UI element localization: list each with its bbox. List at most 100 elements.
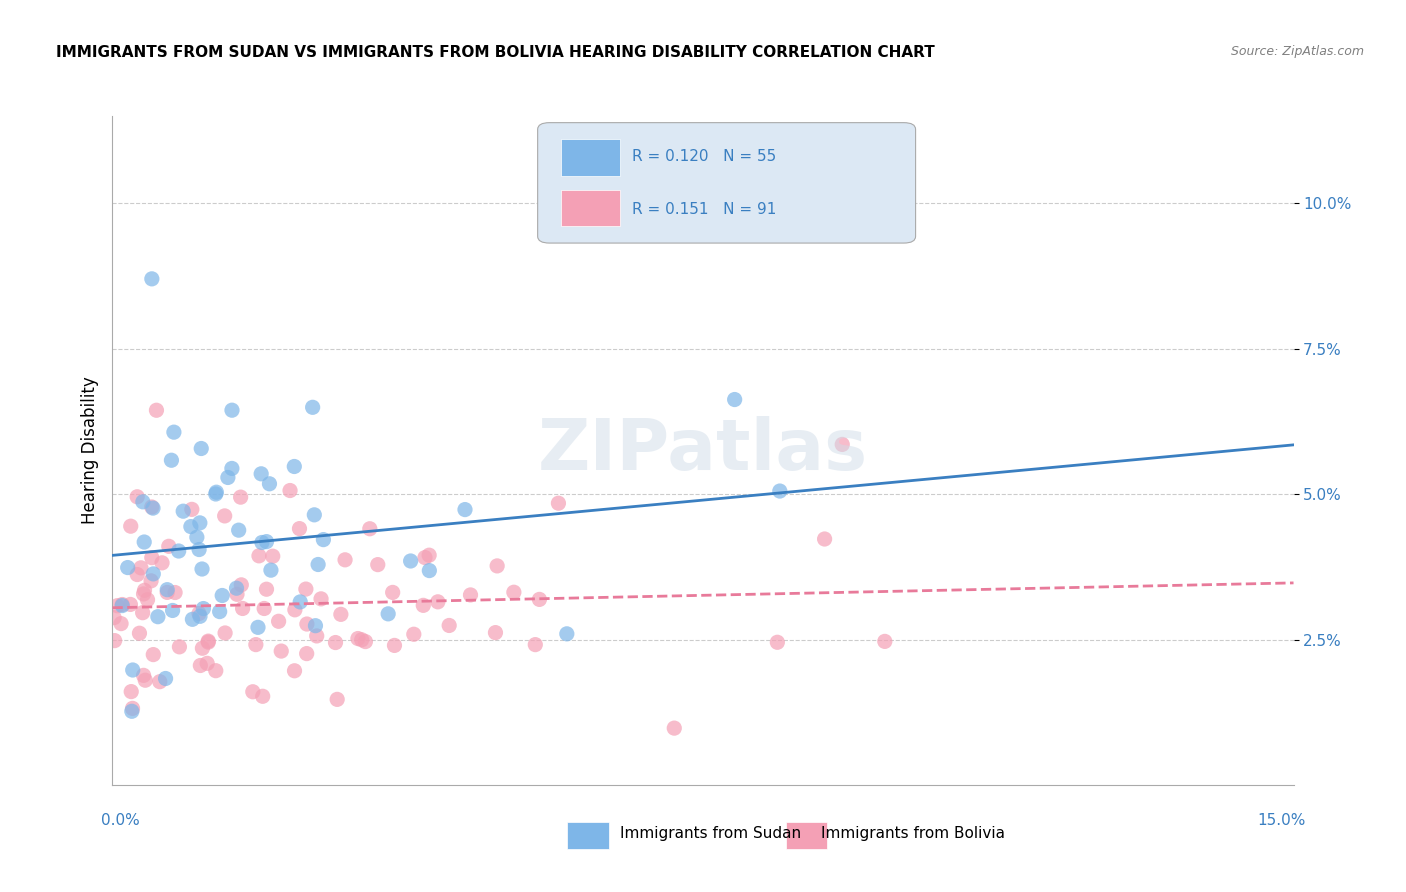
Immigrants from Bolivia [195, 657, 218, 671]
Immigrants from Sudan [191, 562, 214, 576]
Immigrants from Bolivia [252, 690, 274, 704]
Immigrants from Bolivia [766, 635, 789, 649]
Immigrants from Sudan [221, 461, 243, 475]
Immigrants from Bolivia [295, 582, 318, 596]
Immigrants from Bolivia [350, 632, 373, 647]
Immigrants from Bolivia [873, 634, 896, 648]
Immigrants from Bolivia [288, 522, 311, 536]
Immigrants from Sudan [181, 612, 204, 626]
Immigrants from Bolivia [367, 558, 389, 572]
Immigrants from Bolivia [460, 588, 482, 602]
Text: R = 0.120   N = 55: R = 0.120 N = 55 [633, 149, 776, 163]
Text: 15.0%: 15.0% [1257, 814, 1305, 828]
Immigrants from Sudan [134, 535, 156, 549]
Text: Immigrants from Bolivia: Immigrants from Bolivia [821, 827, 1005, 841]
Immigrants from Bolivia [309, 591, 332, 606]
Immigrants from Bolivia [120, 519, 142, 533]
Immigrants from Bolivia [127, 567, 149, 582]
Immigrants from Sudan [250, 535, 273, 549]
Immigrants from Sudan [225, 581, 247, 595]
Text: IMMIGRANTS FROM SUDAN VS IMMIGRANTS FROM BOLIVIA HEARING DISABILITY CORRELATION : IMMIGRANTS FROM SUDAN VS IMMIGRANTS FROM… [56, 45, 935, 60]
Immigrants from Bolivia [529, 592, 551, 607]
Immigrants from Sudan [146, 609, 169, 624]
Immigrants from Sudan [188, 609, 211, 624]
Immigrants from Bolivia [664, 721, 686, 735]
Immigrants from Bolivia [214, 626, 236, 640]
Immigrants from Bolivia [283, 664, 305, 678]
Immigrants from Bolivia [128, 626, 150, 640]
Immigrants from Bolivia [245, 638, 267, 652]
Immigrants from Sudan [454, 502, 477, 516]
Immigrants from Sudan [167, 544, 190, 558]
Bar [567, 822, 609, 848]
Immigrants from Sudan [142, 501, 165, 516]
Immigrants from Bolivia [103, 610, 125, 624]
Immigrants from Bolivia [139, 574, 162, 588]
Immigrants from Bolivia [132, 668, 155, 682]
Immigrants from Sudan [283, 459, 305, 474]
Immigrants from Bolivia [180, 502, 202, 516]
Immigrants from Bolivia [188, 658, 211, 673]
Immigrants from Bolivia [262, 549, 284, 564]
Immigrants from Sudan [141, 272, 163, 286]
Immigrants from Bolivia [156, 585, 179, 599]
Immigrants from Bolivia [333, 553, 356, 567]
Immigrants from Bolivia [121, 701, 143, 715]
Immigrants from Bolivia [127, 490, 149, 504]
Immigrants from Bolivia [136, 592, 159, 607]
Immigrants from Bolivia [267, 615, 290, 629]
Immigrants from Bolivia [149, 674, 172, 689]
Immigrants from Sudan [155, 672, 177, 686]
Immigrants from Sudan [188, 542, 211, 557]
Immigrants from Bolivia [131, 606, 153, 620]
Immigrants from Sudan [211, 589, 233, 603]
Immigrants from Bolivia [831, 437, 853, 451]
Immigrants from Sudan [162, 603, 184, 617]
Immigrants from Sudan [204, 487, 226, 501]
Immigrants from Bolivia [231, 578, 253, 592]
Immigrants from Sudan [111, 599, 134, 613]
Immigrants from Bolivia [232, 601, 254, 615]
Immigrants from Bolivia [813, 532, 835, 546]
Immigrants from Sudan [217, 470, 239, 484]
Immigrants from Bolivia [412, 599, 434, 613]
Immigrants from Bolivia [145, 403, 167, 417]
Immigrants from Bolivia [437, 618, 460, 632]
Immigrants from Sudan [117, 560, 139, 574]
Immigrants from Bolivia [197, 634, 219, 648]
Immigrants from Bolivia [305, 629, 328, 643]
Immigrants from Bolivia [105, 599, 128, 613]
Immigrants from Sudan [769, 484, 792, 499]
Immigrants from Bolivia [165, 585, 187, 599]
Immigrants from Sudan [250, 467, 273, 481]
Immigrants from Bolivia [134, 673, 156, 688]
Immigrants from Bolivia [347, 632, 370, 646]
Immigrants from Bolivia [486, 558, 509, 573]
Immigrants from Sudan [132, 495, 155, 509]
Immigrants from Bolivia [188, 607, 211, 621]
Immigrants from Bolivia [270, 644, 292, 658]
FancyBboxPatch shape [537, 123, 915, 244]
Immigrants from Bolivia [204, 664, 226, 678]
Immigrants from Sudan [142, 566, 165, 581]
Immigrants from Bolivia [256, 582, 278, 597]
Immigrants from Bolivia [142, 648, 165, 662]
Immigrants from Bolivia [524, 638, 547, 652]
Text: ZIPatlas: ZIPatlas [538, 416, 868, 485]
Immigrants from Bolivia [141, 550, 163, 565]
Immigrants from Sudan [172, 504, 194, 518]
Immigrants from Sudan [208, 605, 231, 619]
Immigrants from Bolivia [426, 595, 449, 609]
Immigrants from Bolivia [295, 617, 318, 632]
Immigrants from Bolivia [284, 603, 307, 617]
Immigrants from Sudan [301, 401, 323, 415]
Immigrants from Bolivia [384, 639, 406, 653]
Immigrants from Sudan [260, 563, 283, 577]
Immigrants from Sudan [121, 704, 143, 718]
Immigrants from Sudan [190, 442, 212, 456]
Immigrants from Bolivia [242, 685, 264, 699]
Immigrants from Sudan [221, 403, 243, 417]
Immigrants from Bolivia [150, 556, 173, 570]
Immigrants from Bolivia [484, 625, 506, 640]
Immigrants from Bolivia [413, 550, 436, 565]
